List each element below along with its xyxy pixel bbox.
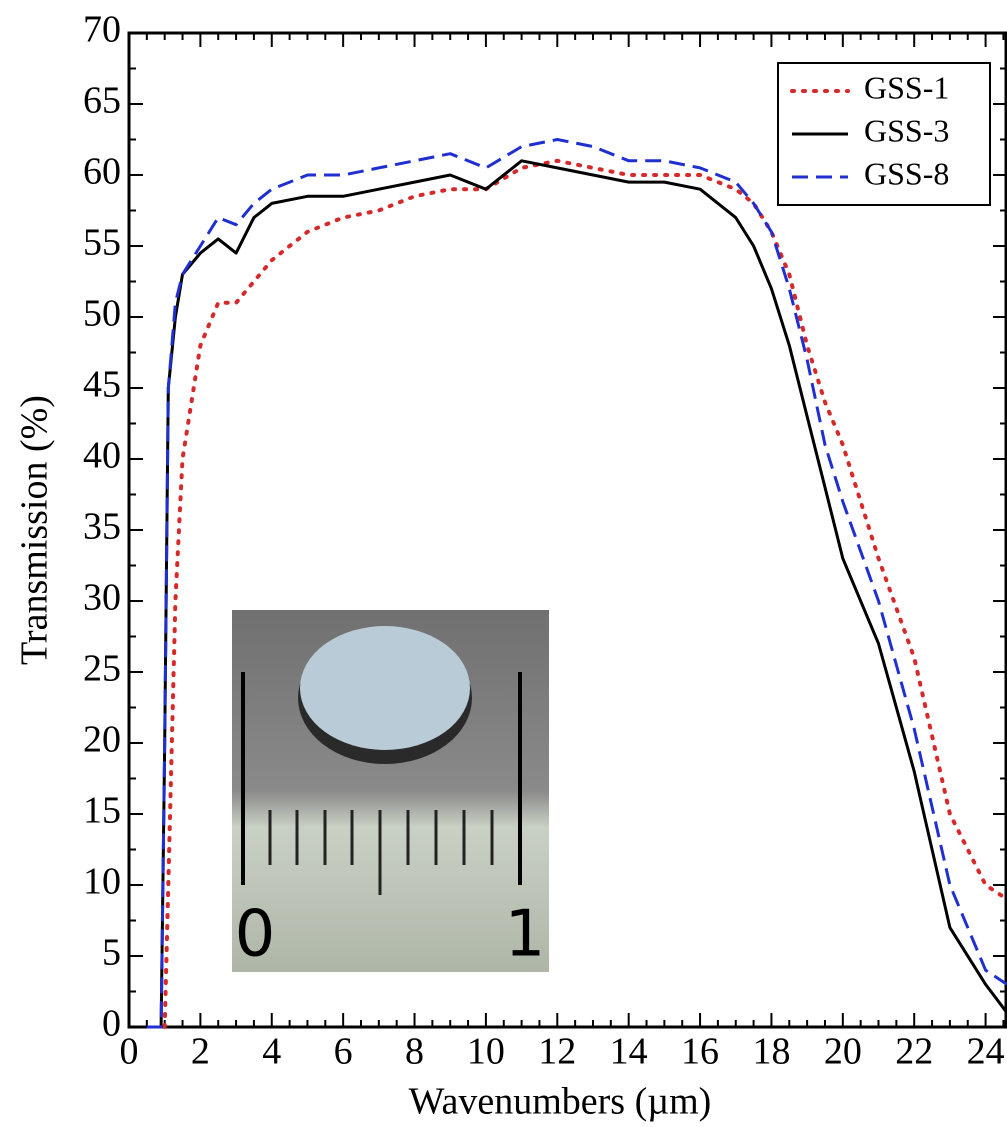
y-tick-label: 20 [83,719,121,761]
x-tick-label: 12 [538,1031,576,1073]
x-axis-label: Wavenumbers (µm) [409,1081,712,1123]
series-line [146,159,1007,1029]
series-line [146,138,1007,1029]
legend-label: GSS-3 [864,112,949,148]
x-tick-label: 20 [824,1031,862,1073]
x-tick-label: 2 [191,1031,210,1073]
y-tick-label: 55 [83,222,121,264]
legend: GSS-1 GSS-3 GSS-8 [777,62,991,206]
x-tick-label: 18 [752,1031,790,1073]
y-tick-label: 25 [83,648,121,690]
y-tick-label: 70 [83,9,121,51]
x-tick-label: 16 [681,1031,719,1073]
y-tick-label: 15 [83,790,121,832]
inset-label: 0 [235,898,276,972]
x-tick-label: 6 [334,1031,353,1073]
legend-label: GSS-8 [864,155,949,191]
y-tick-label: 60 [83,151,121,193]
x-tick-label: 22 [895,1031,933,1073]
series-line [162,158,1007,1029]
y-tick-label: 65 [83,80,121,122]
x-tick-label: 14 [610,1031,648,1073]
legend-label: GSS-1 [864,69,949,105]
y-tick-label: 10 [83,861,121,903]
y-tick-label: 40 [83,435,121,477]
y-tick-label: 35 [83,506,121,548]
y-tick-label: 45 [83,364,121,406]
y-axis-label: Transmission (%) [14,395,56,665]
x-tick-label: 10 [467,1031,505,1073]
inset-label: 1 [505,898,546,972]
y-tick-label: 30 [83,577,121,619]
x-tick-label: 24 [967,1031,1005,1073]
y-tick-label: 0 [102,1003,121,1045]
y-tick-label: 50 [83,293,121,335]
inset-photo: 0 1 [232,610,549,972]
y-tick-label: 5 [102,932,121,974]
x-tick-label: 0 [120,1031,139,1073]
x-tick-label: 4 [262,1031,281,1073]
x-tick-label: 8 [405,1031,424,1073]
